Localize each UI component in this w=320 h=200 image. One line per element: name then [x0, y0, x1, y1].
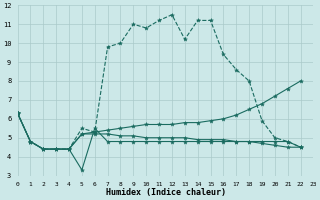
X-axis label: Humidex (Indice chaleur): Humidex (Indice chaleur)	[106, 188, 226, 197]
